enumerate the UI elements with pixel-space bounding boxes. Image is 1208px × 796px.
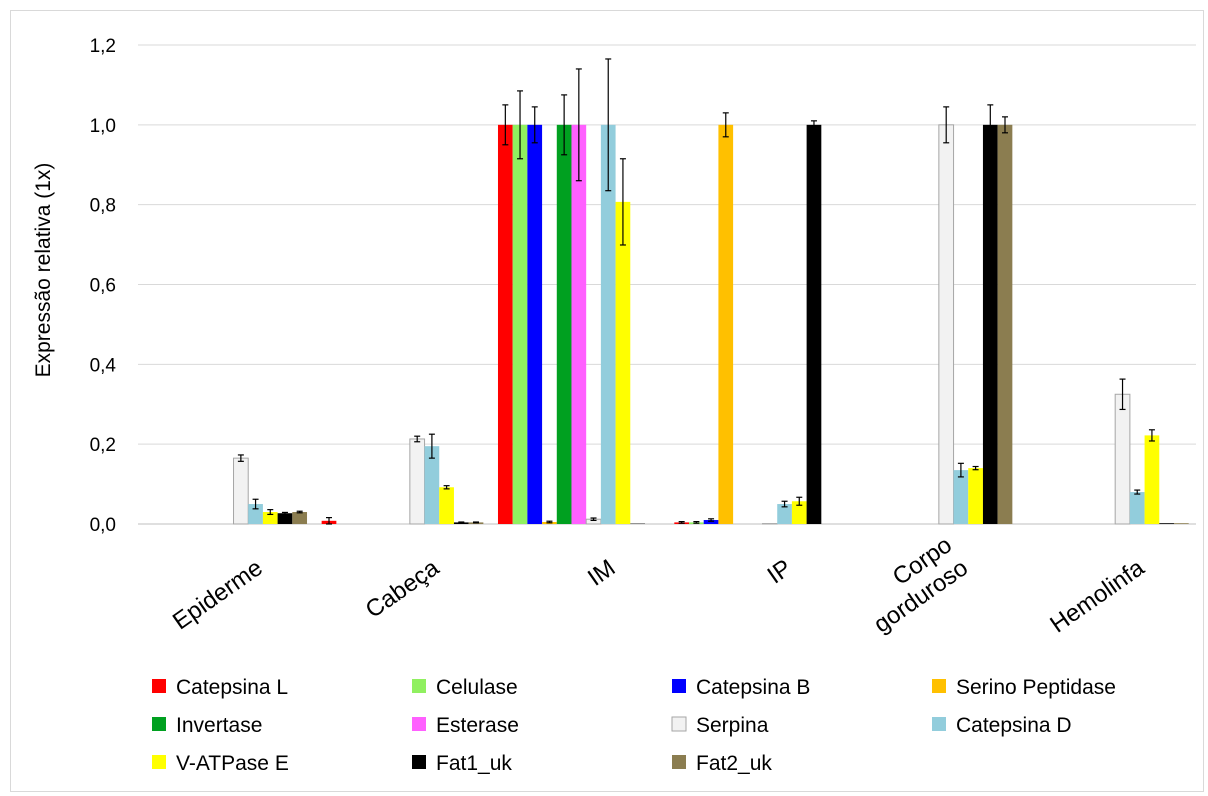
legend-swatch — [672, 679, 686, 693]
legend-label: Esterase — [436, 714, 519, 737]
bar-v-atpase-e — [262, 512, 278, 524]
bar-catepsina-d — [424, 446, 440, 524]
y-tick-label: 1,0 — [90, 116, 116, 137]
bar-fat2-uk — [292, 512, 308, 524]
y-axis-tick-labels: 0,0 0,2 0,4 0,6 0,8 1,0 1,2 — [90, 36, 117, 536]
legend: Catepsina L Celulase Catepsina B Serino Pep… — [152, 676, 1116, 775]
bar-serpina — [938, 124, 955, 525]
bar-fat2-uk — [1173, 523, 1189, 524]
bar-v-atpase-e — [1144, 435, 1160, 524]
bar-serpina — [233, 457, 249, 525]
legend-swatch — [412, 717, 426, 731]
legend-swatch — [412, 679, 426, 693]
bar-catepsina-d — [600, 124, 616, 524]
bar-v-atpase-e — [439, 487, 454, 524]
legend-label: Fat1_uk — [436, 752, 512, 775]
x-category-label-line: Epiderme — [168, 554, 268, 635]
legend-swatch — [672, 755, 686, 769]
legend-label: V-ATPase E — [176, 752, 289, 775]
bar-catepsina-b — [527, 124, 543, 524]
x-category-label-line: IM — [583, 554, 620, 591]
bar-fat1-uk — [1159, 523, 1174, 524]
x-category-label: IM — [583, 554, 620, 591]
x-category-label: IP — [763, 554, 797, 589]
bar-fat2-uk — [997, 124, 1013, 524]
x-category-label: Hemolinfa — [1045, 554, 1150, 638]
grid-lines — [138, 44, 1196, 525]
bar-v-atpase-e — [615, 201, 631, 524]
legend-label: Invertase — [176, 714, 262, 737]
y-tick-label: 1,2 — [90, 36, 116, 57]
bar-catepsina-l — [497, 124, 513, 524]
y-tick-label: 0,2 — [90, 435, 116, 456]
bar-serpina — [1114, 393, 1131, 525]
bar-serpina — [409, 438, 426, 525]
x-category-label-line: IP — [763, 554, 797, 589]
legend-label: Catepsina D — [956, 714, 1072, 737]
bar-serino-peptidase — [718, 124, 734, 524]
legend-label: Fat2_uk — [696, 752, 772, 775]
legend-swatch — [412, 755, 426, 769]
bar-fat1-uk — [982, 124, 998, 524]
bar-catepsina-d — [953, 470, 969, 524]
legend-swatch — [152, 679, 166, 693]
bar-catepsina-d — [1129, 492, 1145, 524]
y-tick-label: 0,8 — [90, 196, 116, 217]
y-tick-label: 0,4 — [90, 355, 117, 376]
bar-v-atpase-e — [968, 468, 983, 524]
bar-invertase — [556, 124, 572, 524]
y-tick-label: 0,6 — [90, 276, 116, 297]
legend-label: Celulase — [436, 676, 518, 699]
y-axis-title: Expressão relativa (1x) — [32, 163, 55, 378]
y-tick-label: 0,0 — [90, 515, 116, 536]
legend-label: Catepsina L — [176, 676, 288, 699]
x-category-label: Cabeça — [361, 554, 445, 624]
x-category-label-line: Hemolinfa — [1045, 554, 1150, 638]
bar-fat1-uk — [277, 513, 293, 524]
x-category-label: Epiderme — [168, 554, 268, 635]
bar-v-atpase-e — [791, 501, 807, 524]
bar-catepsina-d — [777, 504, 792, 524]
bar-catepsina-b — [703, 520, 719, 524]
legend-swatch — [152, 717, 166, 731]
bar-catepsina-d — [248, 504, 263, 524]
bars — [233, 124, 1189, 525]
legend-swatch — [932, 679, 946, 693]
legend-swatch — [152, 755, 166, 769]
x-category-label-line: Cabeça — [361, 554, 445, 624]
bar-esterase — [571, 124, 587, 524]
legend-label: Serpina — [696, 714, 769, 737]
bar-fat1-uk — [806, 124, 822, 524]
legend-swatch — [932, 717, 946, 731]
legend-label: Catepsina B — [696, 676, 810, 699]
bar-celulase — [512, 124, 528, 524]
error-bars — [237, 58, 1155, 525]
legend-label: Serino Peptidase — [956, 676, 1116, 699]
legend-swatch — [671, 716, 687, 732]
